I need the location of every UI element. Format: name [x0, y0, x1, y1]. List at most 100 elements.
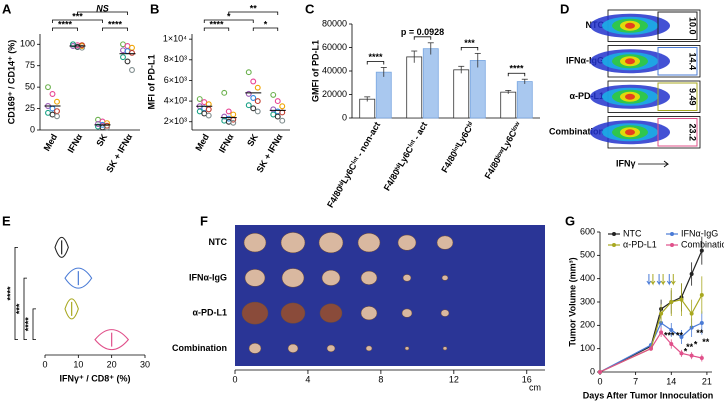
gate-value: 10.0: [688, 17, 698, 35]
x-tick-label: SK: [245, 132, 260, 148]
data-point: [254, 108, 261, 115]
tumor: [248, 343, 262, 354]
data-point: [230, 111, 237, 118]
x-tick-label: 0: [597, 376, 602, 386]
bar: [516, 81, 533, 119]
significance-label: *: [694, 339, 698, 349]
tumor: [365, 345, 373, 352]
tumor: [243, 233, 267, 253]
tumor: [287, 343, 299, 353]
treatment-arrow: [670, 274, 676, 286]
tumor: [319, 303, 343, 323]
data-point: [598, 370, 602, 374]
data-point: [254, 98, 261, 105]
y-tick-label: 80000: [322, 18, 347, 28]
gate-value: 23.2: [688, 123, 698, 141]
density-blob: [625, 93, 635, 100]
row-label: NTC: [209, 237, 228, 247]
x-tick-label: 10: [73, 359, 83, 369]
panel-letter: G: [565, 213, 575, 228]
gate: [657, 82, 698, 111]
x-tick-label: F4/80ˡᵒʷLy6Cˡᵒʷ: [483, 120, 524, 181]
bar: [406, 56, 423, 119]
data-point: [699, 321, 704, 325]
data-point: [689, 311, 694, 316]
bar: [422, 48, 439, 119]
violin: [94, 329, 130, 351]
gate: [657, 11, 698, 40]
significance-label: ***: [664, 330, 675, 340]
data-point: [124, 58, 131, 65]
tumor: [281, 268, 305, 288]
panel-letter: B: [150, 1, 159, 16]
significance-bracket: [366, 61, 385, 65]
significance-label: ****: [5, 286, 15, 301]
y-tick-label: 4×10³: [164, 95, 187, 105]
data-point: [221, 89, 228, 96]
significance-bracket: [413, 36, 432, 40]
significance-label: ****: [509, 64, 524, 74]
data-point: [129, 44, 135, 51]
legend-label: α-PD-L1: [623, 239, 657, 249]
ruler-label: 12: [449, 374, 459, 384]
gate: [657, 118, 698, 147]
y-axis-title: CD169⁺ / CD14⁺ (%): [6, 40, 16, 125]
tumor: [360, 306, 378, 321]
bar: [500, 91, 517, 119]
significance-bracket: [252, 27, 279, 31]
significance-bracket: [32, 308, 36, 341]
treatment-arrow: [666, 274, 672, 286]
data-point: [689, 272, 694, 276]
data-point: [196, 96, 203, 102]
tumor: [280, 232, 306, 254]
significance-label: ****: [108, 19, 123, 29]
row-label: IFNα-IgG: [566, 56, 604, 66]
data-point: [274, 98, 281, 105]
data-point: [250, 95, 257, 101]
data-point: [279, 117, 286, 124]
density-blob: [625, 58, 635, 65]
data-point: [648, 346, 653, 351]
significance-label: ****: [209, 19, 224, 29]
significance-bracket: [460, 46, 479, 51]
data-point: [659, 330, 664, 335]
significance-label: *: [684, 346, 688, 356]
y-tick-label: 400: [580, 273, 595, 283]
data-point: [669, 300, 674, 304]
data-point: [699, 293, 704, 297]
y-tick-label: 6×10³: [164, 75, 187, 85]
data-point: [245, 102, 252, 109]
tumor: [244, 269, 266, 287]
data-point: [254, 84, 261, 91]
data-point: [230, 119, 237, 126]
ruler-label: 4: [305, 374, 310, 384]
series-line: [599, 294, 703, 373]
x-axis-title: IFNγ: [616, 158, 636, 168]
tumor: [241, 301, 269, 325]
x-tick-label: Med: [42, 132, 60, 153]
data-point: [279, 103, 286, 110]
significance-bracket: [14, 246, 18, 341]
ruler-label: 8: [378, 374, 383, 384]
data-point: [245, 69, 252, 76]
y-tick-label: 300: [580, 296, 595, 306]
tumor: [397, 234, 417, 251]
significance-label: ****: [23, 317, 33, 332]
violin: [54, 236, 69, 258]
data-point: [679, 335, 684, 339]
row-label: Combination: [172, 343, 227, 353]
panel-letter: A: [2, 1, 12, 16]
legend-marker: [612, 243, 616, 247]
tumor: [318, 232, 344, 254]
significance-label: p = 0.0928: [401, 27, 444, 37]
y-tick-label: 600: [580, 226, 595, 236]
y-tick-label: 75: [25, 60, 35, 70]
data-point: [205, 112, 212, 119]
legend-label: IFNα-IgG: [681, 228, 718, 238]
x-tick-label: F4/80ʰⁱLy6Cⁱⁿᵗ - act: [381, 120, 429, 193]
tumor: [442, 346, 448, 351]
significance-label: **: [676, 330, 684, 340]
data-point: [54, 113, 60, 120]
data-point: [49, 105, 56, 112]
legend-marker: [670, 243, 674, 247]
